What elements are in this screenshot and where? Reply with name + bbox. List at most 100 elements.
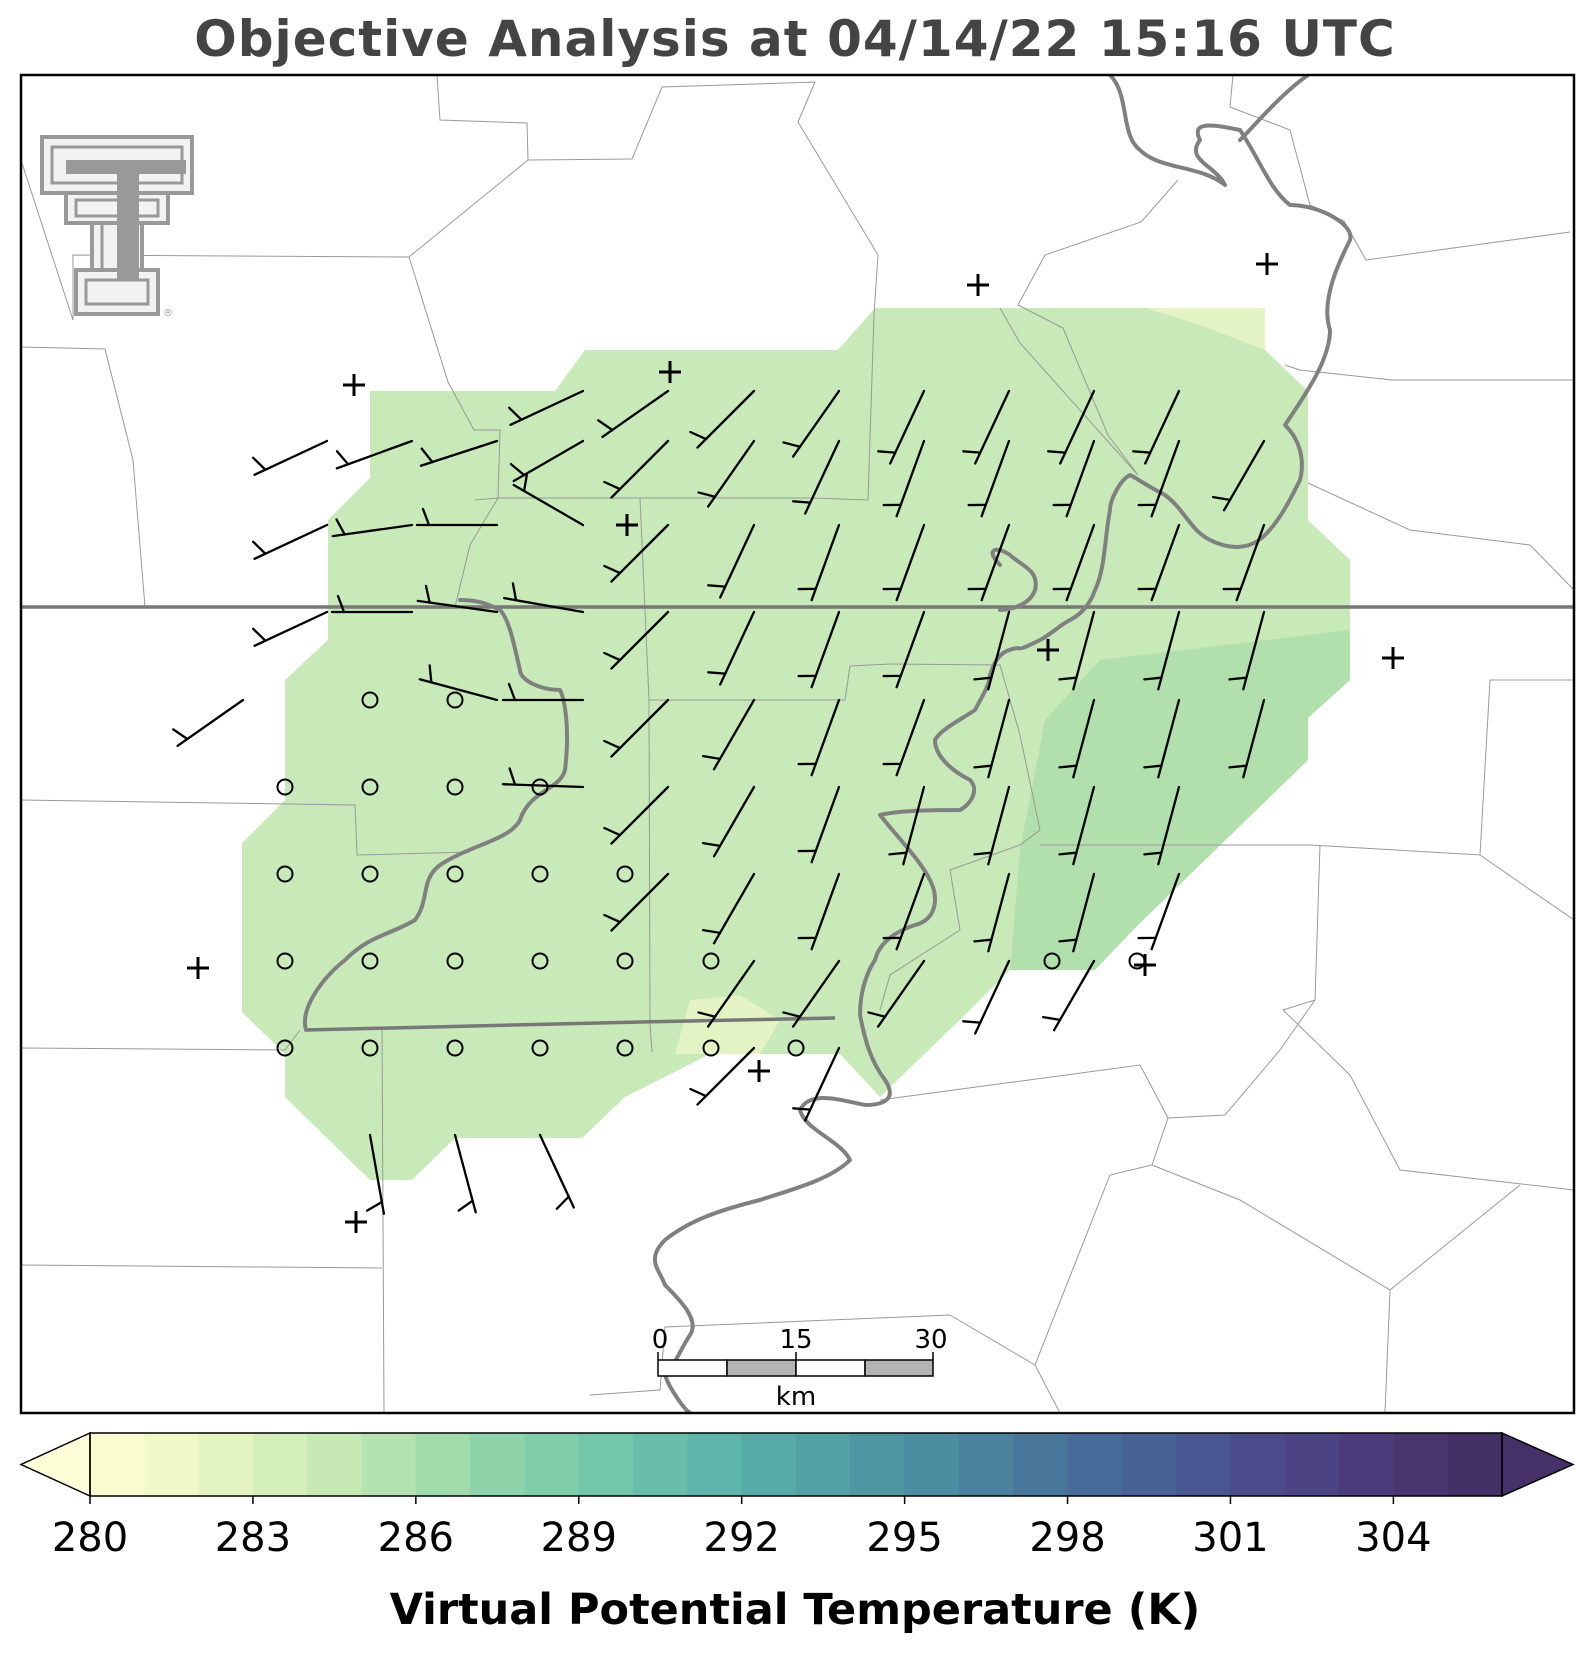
county-boundaries [21, 75, 1574, 1413]
wind-barb [365, 1133, 386, 1215]
station-plus-marker [1256, 253, 1278, 275]
wind-barb [603, 872, 670, 932]
state-boundary-south [305, 1016, 836, 1032]
scale-label-30: 30 [914, 1325, 947, 1355]
wind-barb [252, 610, 329, 647]
wind-barb [707, 523, 756, 599]
station-plus-marker [343, 374, 365, 396]
calm-wind-circle [361, 865, 379, 883]
wind-barb [603, 610, 670, 670]
colorbar-segment [796, 1433, 851, 1496]
calm-wind-circle [787, 1039, 805, 1057]
wind-barb [1137, 523, 1181, 602]
wind-barb [1137, 439, 1181, 518]
colorbar-segment [198, 1433, 254, 1496]
colorbar-segments [19, 1431, 1575, 1498]
wind-barb [1047, 389, 1096, 465]
analysis-field-warm [1010, 630, 1350, 970]
wind-barb [697, 439, 756, 508]
wind-barb [792, 439, 841, 515]
wind-barb [701, 698, 756, 771]
wind-barb [503, 582, 585, 614]
wind-barb [1211, 439, 1266, 512]
colorbar-segment [1393, 1433, 1449, 1496]
wind-barb [331, 518, 414, 538]
colorbar-tick-label: 301 [1192, 1515, 1268, 1560]
calm-wind-circle [702, 1039, 720, 1057]
wind-barb [882, 872, 926, 951]
wind-barb [1041, 959, 1096, 1032]
texas-tech-double-t-logo: ® [40, 135, 194, 319]
wind-barb [882, 610, 926, 689]
colorbar-tick-label: 280 [52, 1515, 128, 1560]
wind-barb [701, 785, 756, 858]
station-plus-marker [1134, 954, 1156, 976]
wind-barb [973, 785, 1011, 866]
calm-wind-circle [361, 952, 379, 970]
wind-barb [797, 785, 841, 864]
wind-barb [967, 439, 1011, 518]
wind-barb [962, 389, 1011, 465]
calm-wind-circle [446, 1039, 464, 1057]
calm-wind-circle [616, 1039, 634, 1057]
scale-unit: km [776, 1382, 816, 1412]
wind-barb [689, 389, 756, 449]
wind-barb [1058, 610, 1096, 691]
calm-wind-circle [361, 1039, 379, 1057]
wind-barb [1143, 785, 1181, 866]
calm-wind-circle [276, 952, 294, 970]
colorbar-ticks: 280 283 286 289 292 295 298 301 304 [52, 1496, 1432, 1560]
calm-wind-circle [616, 952, 634, 970]
colorbar-label: Virtual Potential Temperature (K) [389, 1585, 1201, 1635]
wind-barb [603, 785, 670, 845]
calm-wind-circle [446, 865, 464, 883]
colorbar-segment [1176, 1433, 1231, 1496]
scale-bar: 0 15 30 km [652, 1325, 948, 1412]
station-plus-marker [187, 957, 209, 979]
colorbar-segment [958, 1433, 1014, 1496]
wind-barb [797, 872, 841, 951]
scale-label-0: 0 [652, 1325, 669, 1355]
colorbar-segment [1067, 1433, 1123, 1496]
colorbar-segment [1339, 1433, 1394, 1496]
wind-barb [797, 523, 841, 602]
station-plus-marker [659, 361, 681, 383]
wind-barb [508, 389, 585, 426]
wind-barb [335, 439, 414, 470]
wind-barb [792, 1046, 841, 1122]
calm-wind-circle [1043, 952, 1061, 970]
wind-barb [882, 439, 926, 518]
calm-wind-circle [446, 952, 464, 970]
plot-title: Objective Analysis at 04/14/22 15:16 UTC [194, 10, 1396, 68]
wind-barb [419, 439, 499, 467]
wind-barb [877, 389, 926, 465]
wind-barb [415, 507, 499, 527]
wind-barb [416, 584, 499, 614]
calm-wind-circle [361, 691, 379, 709]
colorbar-frame [89, 1432, 1503, 1497]
wind-barb [512, 472, 585, 527]
colorbar: 280 283 286 289 292 295 298 301 304 [19, 1431, 1575, 1560]
colorbar-tick-label: 295 [866, 1515, 942, 1560]
colorbar-extend-high [1501, 1431, 1575, 1498]
station-plus-marker [345, 1211, 367, 1233]
colorbar-tick-label: 304 [1355, 1515, 1431, 1560]
station-plus-marker [616, 514, 638, 536]
calm-wind-circle [446, 691, 464, 709]
svg-text:®: ® [163, 308, 173, 319]
wind-barb [707, 610, 756, 686]
wind-barb [973, 698, 1011, 779]
wind-barb [603, 698, 670, 758]
wind-barb [453, 1133, 477, 1214]
wind-barb [603, 439, 670, 499]
wind-barb [538, 1133, 575, 1210]
wind-barb [962, 959, 1011, 1035]
wind-barb [1143, 698, 1181, 779]
station-plus-marker [1037, 639, 1059, 661]
colorbar-segment [1284, 1433, 1340, 1496]
wind-barb [252, 523, 329, 560]
wind-barb [418, 664, 499, 702]
wind-barb [1052, 523, 1096, 602]
colorbar-segment [687, 1433, 743, 1496]
wind-barb [888, 785, 926, 866]
